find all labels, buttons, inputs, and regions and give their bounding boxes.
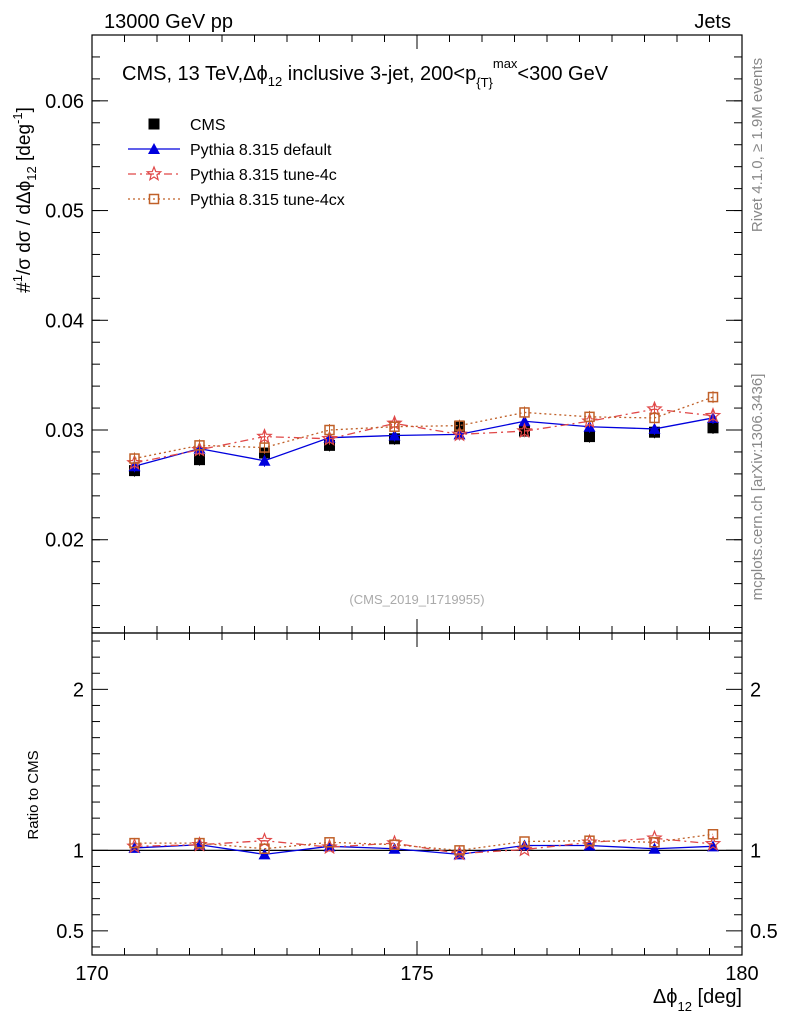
ratio-data-point-s2 [389, 839, 400, 850]
ratio-data-point-s1 [516, 840, 533, 857]
main-data-point-s2 [256, 427, 273, 444]
ratio-data-point-s1 [704, 835, 722, 851]
ratio-data-point-s0 [388, 842, 401, 854]
main-series-line-1 [134, 417, 714, 467]
main-data-point-s3 [194, 440, 205, 451]
ratio-data-point-s2 [194, 837, 205, 849]
ratio-data-point-s2 [584, 835, 595, 846]
legend-marker-2 [145, 165, 163, 182]
x-tick-label: 175 [400, 963, 433, 985]
svg-text:#1/σ dσ / dΔϕ12 [deg-1]: #1/σ dσ / dΔϕ12 [deg-1] [10, 107, 39, 293]
legend-label-1: Pythia 8.315 default [190, 142, 332, 159]
ratio-data-point-s2 [324, 837, 335, 848]
ratio-data-point-s2 [707, 829, 719, 840]
ratio-data-point-s2 [649, 837, 660, 848]
rivet-version-label: Rivet 4.1.0, ≥ 1.9M events [749, 58, 766, 232]
ratio-y-tick-label-right: 2 [750, 679, 761, 701]
main-y-tick-label: 0.03 [45, 420, 84, 442]
ratio-y-axis-label: Ratio to CMS [25, 750, 42, 839]
x-axis-label: Δϕ12 [deg] [653, 986, 742, 1014]
ratio-y-tick-label: 2 [73, 679, 84, 701]
ratio-y-tick-label-right: 1 [750, 840, 761, 862]
x-tick-label: 170 [75, 963, 108, 985]
main-data-point-s2 [704, 407, 722, 423]
ratio-series-line-0 [134, 844, 714, 856]
legend-label-3: Pythia 8.315 tune-4cx [190, 192, 345, 209]
ratio-data-point-s1 [646, 829, 663, 846]
main-y-tick-label: 0.06 [45, 91, 84, 113]
main-data-point-s1 [648, 422, 661, 434]
ratio-data-point-s2 [519, 836, 530, 847]
main-data-point-s0 [584, 431, 595, 443]
legend-marker-0 [148, 118, 160, 130]
main-data-point-s3 [129, 453, 140, 464]
analysis-watermark: (CMS_2019_I1719955) [349, 592, 484, 607]
mcplots-reference-label: mcplots.cern.ch [arXiv:1306.3436] [749, 374, 766, 601]
header-process-label: 13000 GeV pp [104, 11, 233, 33]
main-data-point-s3 [584, 411, 595, 423]
main-y-tick-label: 0.05 [45, 201, 84, 223]
main-data-point-s0 [194, 454, 205, 466]
legend-marker-3 [148, 193, 160, 205]
plot-title: CMS, 13 TeV,Δϕ12 inclusive 3-jet, 200<p{… [122, 56, 609, 90]
ratio-y-tick-label-right: 0.5 [750, 921, 778, 943]
legend-label-2: Pythia 8.315 tune-4c [190, 167, 337, 184]
ratio-data-point-s2 [259, 843, 270, 854]
header-category-label: Jets [694, 11, 731, 33]
main-data-point-s1 [388, 429, 401, 441]
ratio-y-tick-label: 0.5 [56, 921, 84, 943]
ratio-data-point-s2 [129, 837, 140, 849]
main-data-point-s3 [454, 420, 465, 431]
main-y-axis-label: #1/σ dσ / dΔϕ12 [deg-1] [10, 107, 39, 293]
main-data-point-s0 [707, 422, 719, 434]
main-data-point-s1 [518, 415, 531, 427]
main-data-point-s2 [516, 422, 533, 439]
ratio-data-point-s0 [648, 842, 661, 854]
main-y-tick-label: 0.02 [45, 530, 84, 552]
main-data-point-s3 [707, 391, 719, 403]
main-data-point-s3 [519, 407, 530, 418]
main-data-point-s2 [321, 430, 338, 446]
legend-marker-1 [148, 143, 160, 154]
main-data-point-s1 [258, 454, 271, 466]
main-data-point-s3 [259, 442, 270, 453]
x-tick-label: 180 [725, 963, 758, 985]
ratio-y-tick-label: 1 [73, 840, 84, 862]
main-series-line-3 [134, 396, 714, 460]
main-data-point-s3 [649, 412, 660, 424]
main-data-point-s2 [451, 425, 468, 442]
main-data-point-s3 [389, 421, 400, 432]
main-y-tick-label: 0.04 [45, 310, 84, 332]
main-data-point-s3 [324, 424, 335, 436]
main-data-point-s0 [324, 439, 335, 451]
legend-label-0: CMS [190, 117, 226, 134]
ratio-data-point-s2 [454, 845, 465, 856]
ratio-series-line-1 [134, 837, 714, 855]
ratio-panel-frame [91, 632, 743, 956]
legend: CMS Pythia 8.315 default Pythia 8.315 tune… [128, 117, 345, 209]
